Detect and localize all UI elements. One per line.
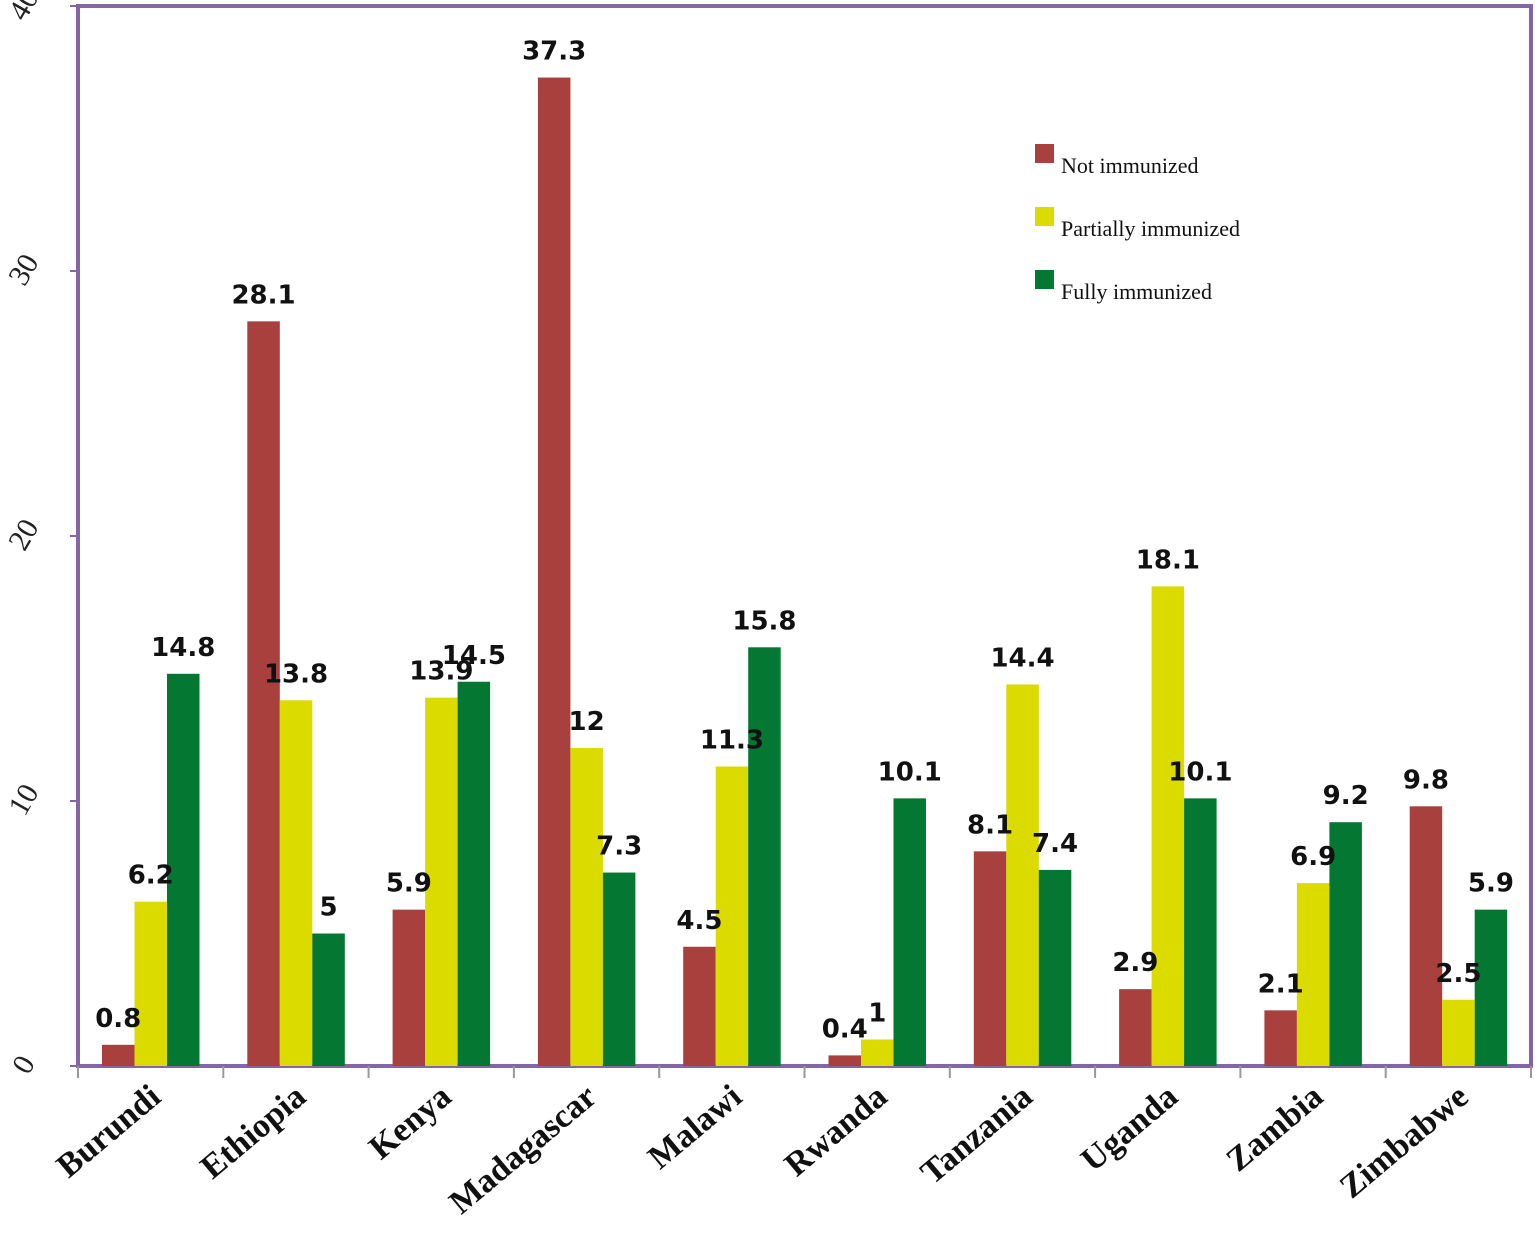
bar-madagascar-not-immunized [537,77,571,1067]
data-label: 10.1 [878,757,942,787]
bar-zambia-fully-immunized [1329,822,1362,1066]
bar-ethiopia-not-immunized [247,321,280,1067]
bar-burundi-not-immunized [102,1044,135,1066]
data-label: 6.2 [128,861,174,891]
bar-burundi-fully-immunized [167,673,200,1066]
bar-tanzania-not-immunized [973,851,1007,1066]
x-tick-label: Rwanda [778,1078,894,1184]
data-label: 18.1 [1136,545,1200,575]
x-tick-label: Madagascar [442,1078,603,1222]
bar-tanzania-partially-immunized [1006,684,1039,1066]
data-label: 14.8 [151,633,215,663]
x-tick-label: Tanzania [914,1078,1040,1192]
data-label: 6.9 [1290,842,1336,872]
bar-kenya-partially-immunized [425,697,458,1066]
bar-uganda-partially-immunized [1151,586,1185,1066]
legend-swatch [1035,144,1054,163]
bar-uganda-not-immunized [1119,989,1152,1066]
bar-malawi-not-immunized [683,946,716,1066]
data-labels: 0.8 6.2 14.8 28.1 13.8 5 5.9 13.914.5 37.3 12 7.3 4… [95,37,1514,1045]
x-tick-label: Ethiopia [194,1078,313,1187]
x-tick-label: Uganda [1074,1078,1185,1179]
bar-burundi-partially-immunized [134,901,167,1066]
bar-rwanda-not-immunized [828,1055,861,1066]
bar-kenya-not-immunized [392,909,426,1066]
x-tick-label: Zambia [1220,1078,1331,1179]
data-label: 4.5 [676,906,722,936]
bar-madagascar-fully-immunized [602,872,636,1066]
bar-zimbabwe-not-immunized [1409,806,1443,1066]
legend-swatch [1035,270,1054,289]
bar-ethiopia-partially-immunized [279,700,313,1066]
x-tick-label: Zimbabwe [1333,1078,1475,1206]
x-tick-label: Kenya [362,1078,458,1167]
data-label: 5.9 [1468,869,1514,899]
bars [102,77,1508,1067]
bar-uganda-fully-immunized [1184,798,1217,1066]
bar-malawi-partially-immunized [715,766,749,1066]
data-label: 37.3 [522,37,586,67]
data-label: 2.9 [1112,948,1158,978]
data-label: 13.8 [264,659,328,689]
y-tick-label: 40 [2,0,46,26]
y-axis: 0 10 20 30 40 [2,0,78,1079]
data-label: 2.1 [1258,969,1304,999]
bar-kenya-fully-immunized [457,681,491,1066]
bar-madagascar-partially-immunized [570,748,603,1066]
data-label: 8.1 [967,810,1013,840]
data-label: 5.9 [386,869,432,899]
bar-tanzania-fully-immunized [1038,869,1072,1066]
bar-rwanda-partially-immunized [861,1039,894,1066]
bar-zimbabwe-partially-immunized [1442,999,1475,1066]
bar-rwanda-fully-immunized [893,798,926,1066]
y-tick-label: 10 [2,778,46,820]
data-label: 11.3 [700,726,764,756]
data-label: 7.3 [596,832,642,862]
data-label: 0.4 [822,1014,868,1044]
x-tick-label: Burundi [50,1078,168,1185]
legend-label: Partially immunized [1061,216,1240,241]
data-label: 28.1 [231,280,295,310]
legend-label: Not immunized [1061,153,1198,178]
data-label: 2.5 [1435,959,1481,989]
data-label: 5 [320,893,338,923]
data-label: 12 [569,707,605,737]
data-label: 9.8 [1403,765,1449,795]
data-label: 13.9 [409,657,473,687]
y-tick-label: 30 [2,248,46,290]
data-label: 7.4 [1032,829,1078,859]
data-label: 14.5 [442,641,506,671]
data-label: 15.8 [732,606,796,636]
y-tick-label: 0 [6,1050,42,1079]
bar-zambia-partially-immunized [1296,883,1330,1066]
bar-ethiopia-fully-immunized [312,933,345,1066]
legend-label: Fully immunized [1061,279,1212,304]
data-label: 9.2 [1323,781,1369,811]
legend: Not immunized Partially immunized Fully im… [1035,144,1240,304]
data-label: 0.8 [95,1004,141,1034]
data-label: 14.4 [990,643,1054,673]
y-tick-label: 20 [2,513,46,555]
data-label: 1 [868,999,886,1029]
data-label: 10.1 [1168,757,1232,787]
legend-swatch [1035,207,1054,226]
bar-malawi-fully-immunized [748,647,781,1066]
bar-zambia-not-immunized [1264,1010,1297,1066]
x-tick-label: Malawi [641,1078,749,1177]
bar-zimbabwe-fully-immunized [1474,909,1508,1066]
